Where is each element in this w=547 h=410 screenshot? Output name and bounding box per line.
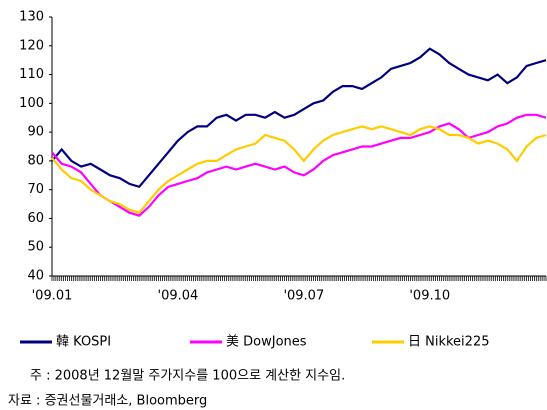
y-tick-label: 110 [19, 67, 44, 82]
y-tick-label: 100 [19, 96, 44, 111]
y-tick-label: 60 [27, 211, 44, 226]
x-tick-label: '09.04 [158, 289, 199, 304]
note: 주 : 2008년 12월말 주가지수를 100으로 계산한 지수임. [30, 369, 345, 384]
y-tick-label: 130 [19, 10, 44, 25]
y-tick-label: 40 [27, 269, 44, 284]
y-tick-label: 90 [27, 125, 44, 140]
y-tick-label: 70 [27, 182, 44, 197]
line [51, 113, 547, 217]
line [51, 125, 547, 214]
x-tick-label: '09.10 [409, 289, 450, 304]
y-tick-label: 120 [19, 38, 44, 53]
legend-label: 美 DowJones [226, 335, 307, 350]
y-tick-label: 80 [27, 153, 44, 168]
y-tick-label: 50 [27, 240, 44, 255]
legend-label: 韓 KOSPI [56, 335, 111, 350]
x-tick-label: '09.07 [283, 289, 324, 304]
line [51, 47, 547, 189]
legend-label: 日 Nikkei225 [408, 335, 490, 350]
x-tick-label: '09.01 [32, 289, 73, 304]
source: 자료 : 증권선물거래소, Bloomberg [8, 394, 207, 409]
